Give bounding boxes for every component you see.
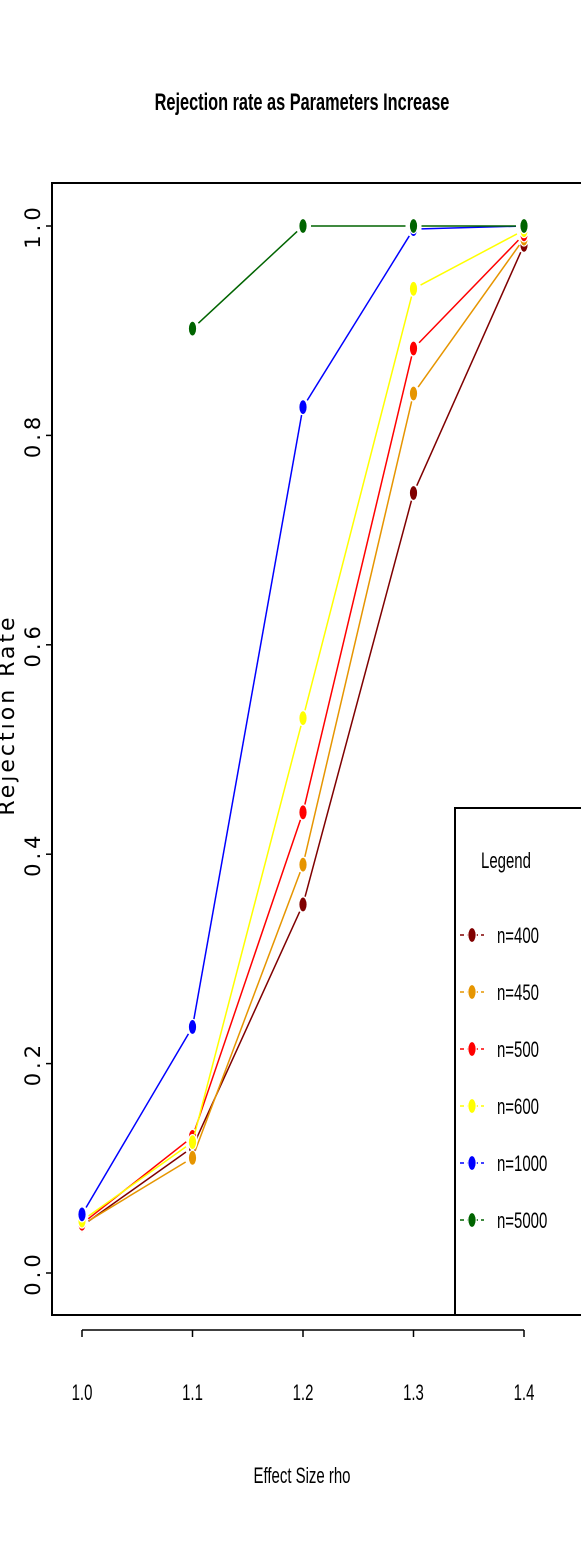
series-segment: [304, 296, 413, 711]
legend-entry: n=1000: [460, 1151, 547, 1176]
x-tick-label: 1.2: [293, 1380, 314, 1405]
data-point: [187, 1149, 198, 1166]
data-point: [298, 856, 308, 873]
legend-marker: [467, 926, 477, 944]
chart-title: Rejection rate as Parameters Increase: [155, 89, 450, 116]
series-segment: [304, 500, 413, 897]
legend-marker: [467, 1211, 477, 1229]
series-segment: [304, 356, 413, 805]
legend-entry: n=400: [460, 923, 539, 948]
data-point: [298, 709, 308, 727]
series-segment: [87, 1141, 187, 1220]
data-point: [77, 1206, 87, 1223]
legend-marker: [467, 1097, 477, 1115]
data-point: [298, 896, 308, 913]
data-point: [298, 217, 308, 235]
data-point: [519, 217, 529, 235]
legend-marker: [467, 1154, 477, 1172]
y-tick-label: 0.4: [21, 831, 45, 876]
data-point: [408, 217, 419, 235]
series-segment: [193, 725, 302, 1135]
x-tick-label: 1.4: [514, 1380, 535, 1405]
series-segment: [304, 401, 413, 858]
legend-label: n=450: [497, 980, 539, 1005]
series-segment: [420, 233, 518, 286]
legend-title: Legend: [481, 848, 531, 873]
legend-label: n=400: [497, 923, 539, 948]
y-tick-label: 0.8: [21, 413, 45, 458]
legend-marker: [467, 1040, 477, 1058]
series-n=5000: [187, 217, 529, 337]
y-tick-label: 0.0: [21, 1250, 45, 1295]
data-point: [408, 484, 419, 502]
y-tick-label: 1.0: [21, 203, 45, 248]
x-tick-label: 1.3: [403, 1380, 424, 1405]
legend-label: n=600: [497, 1094, 539, 1119]
data-point: [408, 385, 419, 402]
data-point: [298, 399, 308, 416]
legend-marker: [467, 983, 477, 1001]
legend-entry: n=500: [460, 1037, 539, 1062]
series-segment: [197, 230, 298, 324]
y-tick-label: 0.6: [21, 622, 45, 667]
y-axis: 0.0 0.2 0.4 0.6 0.8 1.0: [21, 203, 53, 1296]
legend-entries: n=400 n=450 n=500 n=600 n=1000 n=5000: [460, 923, 547, 1233]
data-point: [298, 804, 308, 821]
data-point: [408, 340, 419, 357]
data-point: [408, 280, 419, 297]
legend: Legend n=400 n=450 n=500 n=600 n=1000 n=5000: [454, 807, 581, 1316]
series-segment: [417, 244, 520, 388]
series-segment: [416, 251, 522, 486]
series-segment: [306, 235, 410, 401]
series-segment: [194, 871, 301, 1151]
series-segment: [88, 1146, 187, 1217]
legend-box: [454, 807, 581, 1316]
series-layer: [77, 217, 529, 1234]
series-segment: [193, 414, 303, 1020]
x-tick-label: 1.1: [182, 1380, 203, 1405]
legend-entry: n=5000: [460, 1208, 547, 1233]
x-axis: 1.0 1.1 1.2 1.3 1.4: [72, 1329, 535, 1405]
data-point: [187, 320, 198, 337]
series-segment: [418, 239, 519, 344]
y-tick-label: 0.2: [21, 1041, 45, 1086]
legend-entry: n=600: [460, 1094, 539, 1119]
data-point: [187, 1018, 198, 1036]
series-segment: [88, 1151, 187, 1222]
series-segment: [88, 1161, 187, 1222]
x-tick-label: 1.0: [72, 1380, 93, 1405]
legend-entry: n=450: [460, 980, 539, 1005]
y-axis-label: Rejection Rate: [0, 614, 20, 815]
legend-label: n=500: [497, 1037, 539, 1062]
x-axis-label: Effect Size rho: [254, 1463, 351, 1488]
legend-label: n=5000: [497, 1208, 547, 1233]
data-point: [187, 1134, 198, 1151]
series-segment: [194, 819, 302, 1130]
legend-label: n=1000: [497, 1151, 547, 1176]
series-segment: [85, 1033, 190, 1208]
